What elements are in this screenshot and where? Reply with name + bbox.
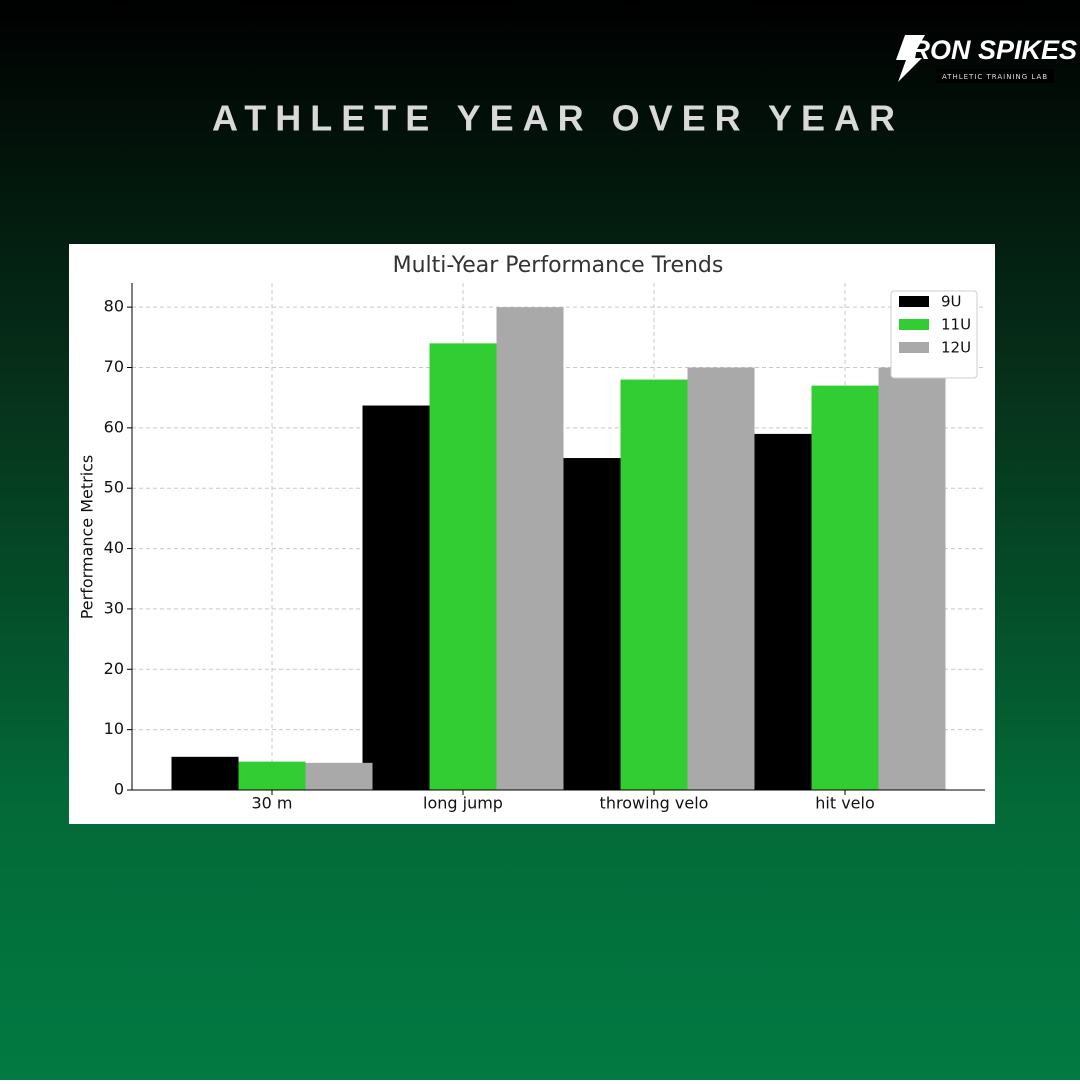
x-tick-label: long jump (423, 794, 503, 813)
y-tick-label: 30 (104, 598, 124, 617)
y-axis-label: Performance Metrics (78, 455, 97, 620)
plot: 0 10 20 30 40 50 60 70 80 30 m long jump throwing v… (104, 283, 985, 813)
bar (429, 343, 497, 790)
bar (362, 405, 430, 790)
y-tick-label: 40 (104, 538, 124, 557)
logo-band (936, 69, 1054, 83)
x-tick-label: throwing velo (600, 794, 709, 813)
bar (744, 433, 812, 790)
logo-text: IRON SPIKES (903, 35, 1077, 65)
legend-swatch (899, 319, 929, 330)
y-tick-label: 60 (104, 417, 124, 436)
y-tick-label: 0 (114, 780, 124, 799)
legend-label: 12U (941, 339, 971, 357)
bar (878, 367, 946, 790)
y-tick-label: 50 (104, 478, 124, 497)
bar (553, 458, 621, 790)
chart-title: Multi-Year Performance Trends (393, 253, 724, 278)
bar (171, 756, 239, 790)
page-title: ATHLETE YEAR OVER YEAR (212, 98, 904, 139)
bar (305, 762, 373, 790)
bar (687, 367, 755, 790)
x-tick-label: hit velo (815, 794, 875, 813)
x-tick-label: 30 m (251, 794, 292, 813)
legend-label: 11U (941, 316, 971, 334)
legend-swatch (899, 296, 929, 307)
legend-box (890, 290, 978, 379)
logo-bolt (896, 35, 925, 82)
y-tick-label: 10 (104, 719, 124, 738)
bar (620, 379, 688, 790)
y-tick-label: 80 (104, 297, 124, 316)
logo-tagline: ATHLETIC TRAINING LAB (942, 73, 1048, 81)
legend-label: 9U (941, 293, 962, 311)
legend-swatch (899, 342, 929, 353)
bar (811, 385, 879, 790)
bar (496, 307, 564, 790)
bar (238, 761, 306, 790)
y-tick-label: 70 (104, 357, 124, 376)
y-tick-label: 20 (104, 659, 124, 678)
